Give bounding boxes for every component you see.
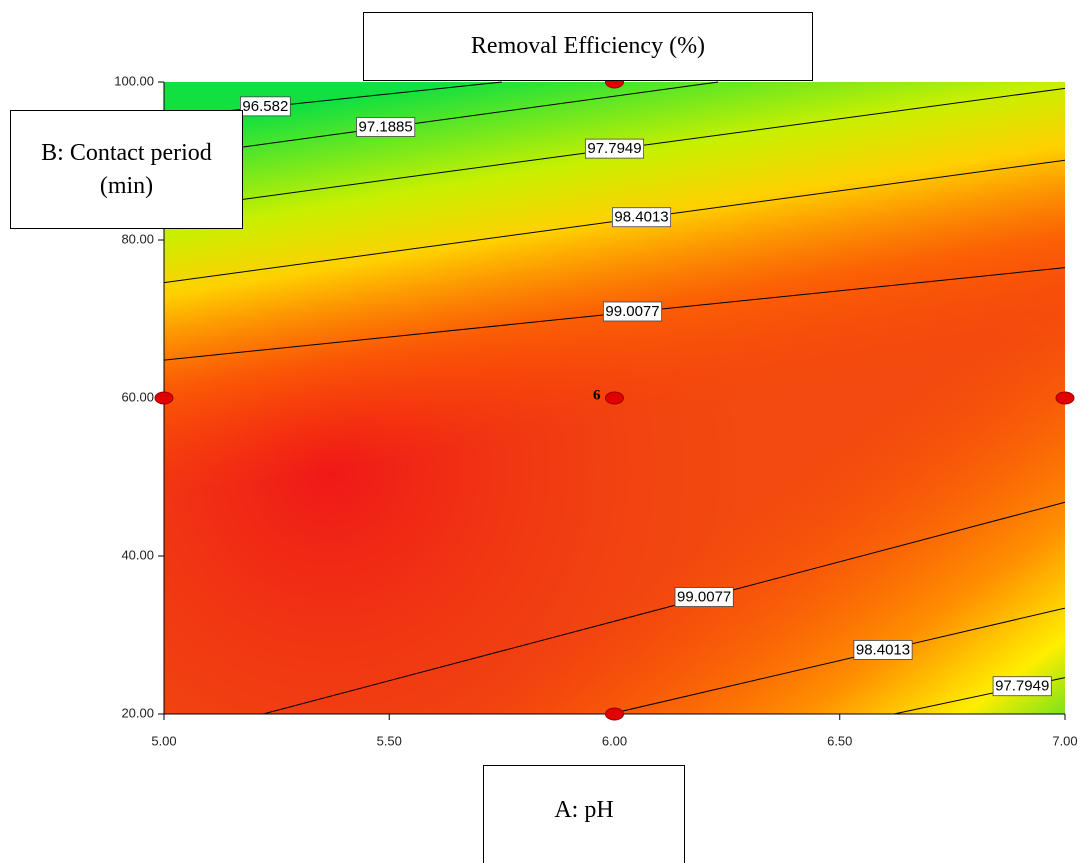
x-tick-label: 5.50 bbox=[377, 733, 402, 748]
y-tick-label: 40.00 bbox=[121, 547, 154, 562]
y-axis-label: B: Contact period (min) bbox=[10, 110, 243, 229]
contour-label-group: 96.582 bbox=[240, 96, 291, 117]
x-axis-label: A: pH bbox=[483, 765, 685, 863]
contour-label-box bbox=[356, 117, 416, 137]
contour-label-box bbox=[240, 96, 291, 117]
x-tick-label: 6.50 bbox=[827, 733, 852, 748]
contour-label-group: 99.0077 bbox=[603, 301, 663, 322]
contour-label-box bbox=[584, 138, 645, 159]
contour-label-group: 99.0077 bbox=[674, 587, 734, 607]
center-point-count: 6 bbox=[593, 387, 601, 403]
contour-label: 98.4013 bbox=[856, 641, 910, 658]
contour-label-box bbox=[612, 207, 672, 228]
y-tick-label: 80.00 bbox=[121, 231, 154, 246]
contour-label-box bbox=[853, 640, 913, 660]
contour-line bbox=[163, 81, 719, 159]
y-tick-label: 60.00 bbox=[121, 389, 154, 404]
contour-label: 99.0077 bbox=[677, 589, 731, 606]
contour-line bbox=[609, 607, 1066, 715]
chart-title: Removal Efficiency (%) bbox=[363, 12, 813, 81]
contour-label-group: 97.7949 bbox=[992, 676, 1052, 697]
contour-label-group: 98.4013 bbox=[612, 207, 672, 228]
x-tick-label: 7.00 bbox=[1052, 733, 1077, 748]
contour-label-group: 97.1885 bbox=[356, 117, 416, 137]
contour-label: 98.4013 bbox=[614, 209, 668, 226]
contour-label: 96.582 bbox=[242, 98, 288, 115]
design-point bbox=[1055, 391, 1075, 405]
y-tick-label: 100.00 bbox=[114, 73, 154, 88]
contour-label-group: 98.4013 bbox=[853, 640, 913, 660]
design-point bbox=[605, 707, 624, 721]
contour-label-box bbox=[992, 676, 1052, 697]
contour-line bbox=[262, 501, 1066, 715]
contour-label-box bbox=[603, 301, 663, 322]
contour-label: 97.7949 bbox=[587, 140, 641, 157]
x-tick-label: 5.00 bbox=[151, 733, 176, 748]
contour-label-box bbox=[674, 587, 734, 607]
contour-label: 99.0077 bbox=[605, 303, 659, 320]
y-tick-label: 20.00 bbox=[121, 705, 154, 720]
x-tick-label: 6.00 bbox=[602, 733, 627, 748]
contour-label-group: 97.7949 bbox=[584, 138, 645, 159]
contour-label: 97.1885 bbox=[359, 118, 413, 135]
design-point bbox=[154, 391, 174, 405]
plot-layer: 20.00 40.00 60.00 80.00 100.00 5.00 5.50 6.00 6.… bbox=[114, 73, 1077, 748]
design-point bbox=[605, 391, 624, 405]
contour-label: 97.7949 bbox=[995, 678, 1049, 695]
